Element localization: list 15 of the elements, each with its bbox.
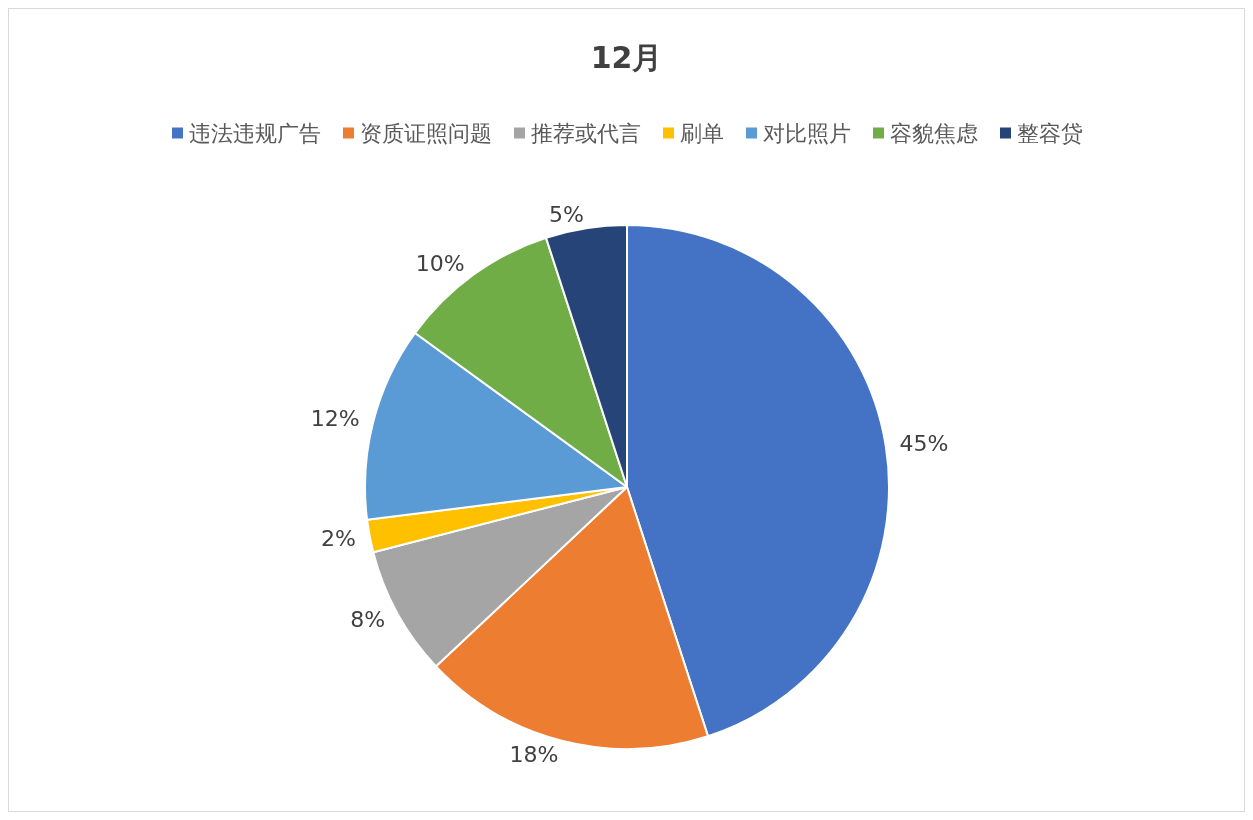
legend-label: 刷单 bbox=[680, 120, 724, 146]
legend-label: 整容贷 bbox=[1017, 120, 1083, 146]
legend-label: 容貌焦虑 bbox=[890, 120, 978, 146]
chart-title: 12月 bbox=[590, 39, 663, 75]
legend-label: 资质证照问题 bbox=[360, 120, 492, 146]
data-label: 2% bbox=[320, 526, 356, 552]
legend-label: 对比照片 bbox=[763, 120, 851, 146]
data-label: 12% bbox=[310, 405, 360, 431]
data-label: 18% bbox=[509, 741, 559, 767]
legend-label: 推荐或代言 bbox=[531, 120, 641, 146]
data-label: 8% bbox=[350, 607, 386, 633]
data-label: 45% bbox=[899, 431, 949, 457]
data-label: 5% bbox=[548, 201, 584, 227]
legend-label: 违法违规广告 bbox=[189, 120, 321, 146]
data-label: 10% bbox=[415, 251, 465, 277]
